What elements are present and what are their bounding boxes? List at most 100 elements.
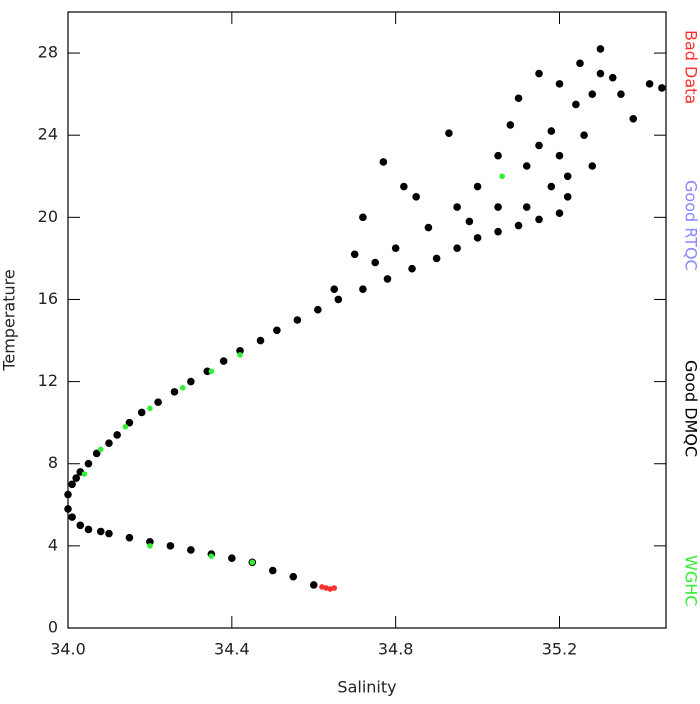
point (126, 534, 134, 542)
x-axis-label: Salinity (337, 678, 396, 697)
y-tick-label: 20 (38, 207, 58, 226)
point (588, 162, 596, 170)
point (564, 193, 572, 201)
point (335, 296, 343, 304)
point (609, 74, 617, 82)
point (105, 439, 113, 447)
point (171, 388, 179, 396)
legend-label: Good RTQC (682, 180, 700, 271)
point (400, 183, 408, 191)
point (64, 505, 72, 513)
point (425, 224, 433, 232)
x-tick-label: 34.8 (378, 640, 414, 659)
point (209, 553, 215, 559)
point (556, 80, 564, 88)
point (576, 60, 584, 68)
point (515, 222, 523, 230)
point (167, 542, 175, 550)
point (392, 244, 400, 252)
point (138, 409, 146, 417)
point (588, 90, 596, 98)
point (548, 127, 556, 135)
point (314, 306, 322, 314)
point (359, 285, 367, 293)
point (147, 543, 153, 549)
point (523, 203, 531, 211)
point (85, 460, 93, 468)
point (564, 172, 572, 180)
legend-label: Bad Data (682, 30, 700, 104)
point (289, 573, 297, 581)
point (617, 90, 625, 98)
point (494, 152, 502, 160)
point (494, 228, 502, 236)
point (499, 173, 505, 179)
point (209, 369, 215, 375)
point (474, 234, 482, 242)
y-tick-label: 24 (38, 125, 58, 144)
point (228, 554, 236, 562)
point (187, 378, 195, 386)
point (154, 398, 162, 406)
point (330, 285, 338, 293)
point (310, 581, 318, 589)
point (535, 70, 543, 78)
point (597, 45, 605, 53)
point (384, 275, 392, 283)
point (658, 84, 666, 92)
point (294, 316, 302, 324)
x-tick-label: 35.2 (542, 640, 578, 659)
y-tick-label: 12 (38, 371, 58, 390)
legend-label: WGHC (682, 555, 700, 606)
point (269, 567, 277, 575)
point (408, 265, 416, 273)
point (580, 131, 588, 139)
y-tick-label: 8 (48, 453, 58, 472)
point (453, 244, 461, 252)
point (220, 357, 228, 365)
point (123, 424, 129, 430)
point (180, 385, 186, 391)
point (351, 250, 359, 258)
point (474, 183, 482, 191)
point (257, 337, 265, 345)
point (548, 183, 556, 191)
point (371, 259, 379, 267)
point (273, 326, 281, 334)
point (250, 559, 256, 565)
point (646, 80, 654, 88)
point (68, 513, 76, 521)
point (466, 218, 474, 226)
point (237, 352, 243, 358)
point (523, 162, 531, 170)
point (597, 70, 605, 78)
x-tick-label: 34.4 (214, 640, 250, 659)
point (515, 94, 523, 102)
point (629, 115, 637, 123)
point (187, 546, 195, 554)
point (82, 471, 88, 477)
legend-label: Good DMQC (682, 360, 700, 457)
point (105, 530, 113, 538)
point (98, 447, 104, 453)
point (433, 255, 441, 263)
point (535, 142, 543, 150)
point (147, 405, 153, 411)
point (453, 203, 461, 211)
point (494, 203, 502, 211)
point (445, 129, 453, 137)
y-tick-label: 0 (48, 618, 58, 637)
point (507, 121, 515, 129)
point (97, 528, 105, 536)
point (64, 491, 72, 499)
point (412, 193, 420, 201)
y-tick-label: 28 (38, 43, 58, 62)
point (331, 585, 337, 591)
x-tick-label: 34.0 (50, 640, 86, 659)
y-tick-label: 4 (48, 535, 58, 554)
point (535, 216, 543, 224)
point (85, 526, 93, 534)
point (380, 158, 388, 166)
point (556, 152, 564, 160)
